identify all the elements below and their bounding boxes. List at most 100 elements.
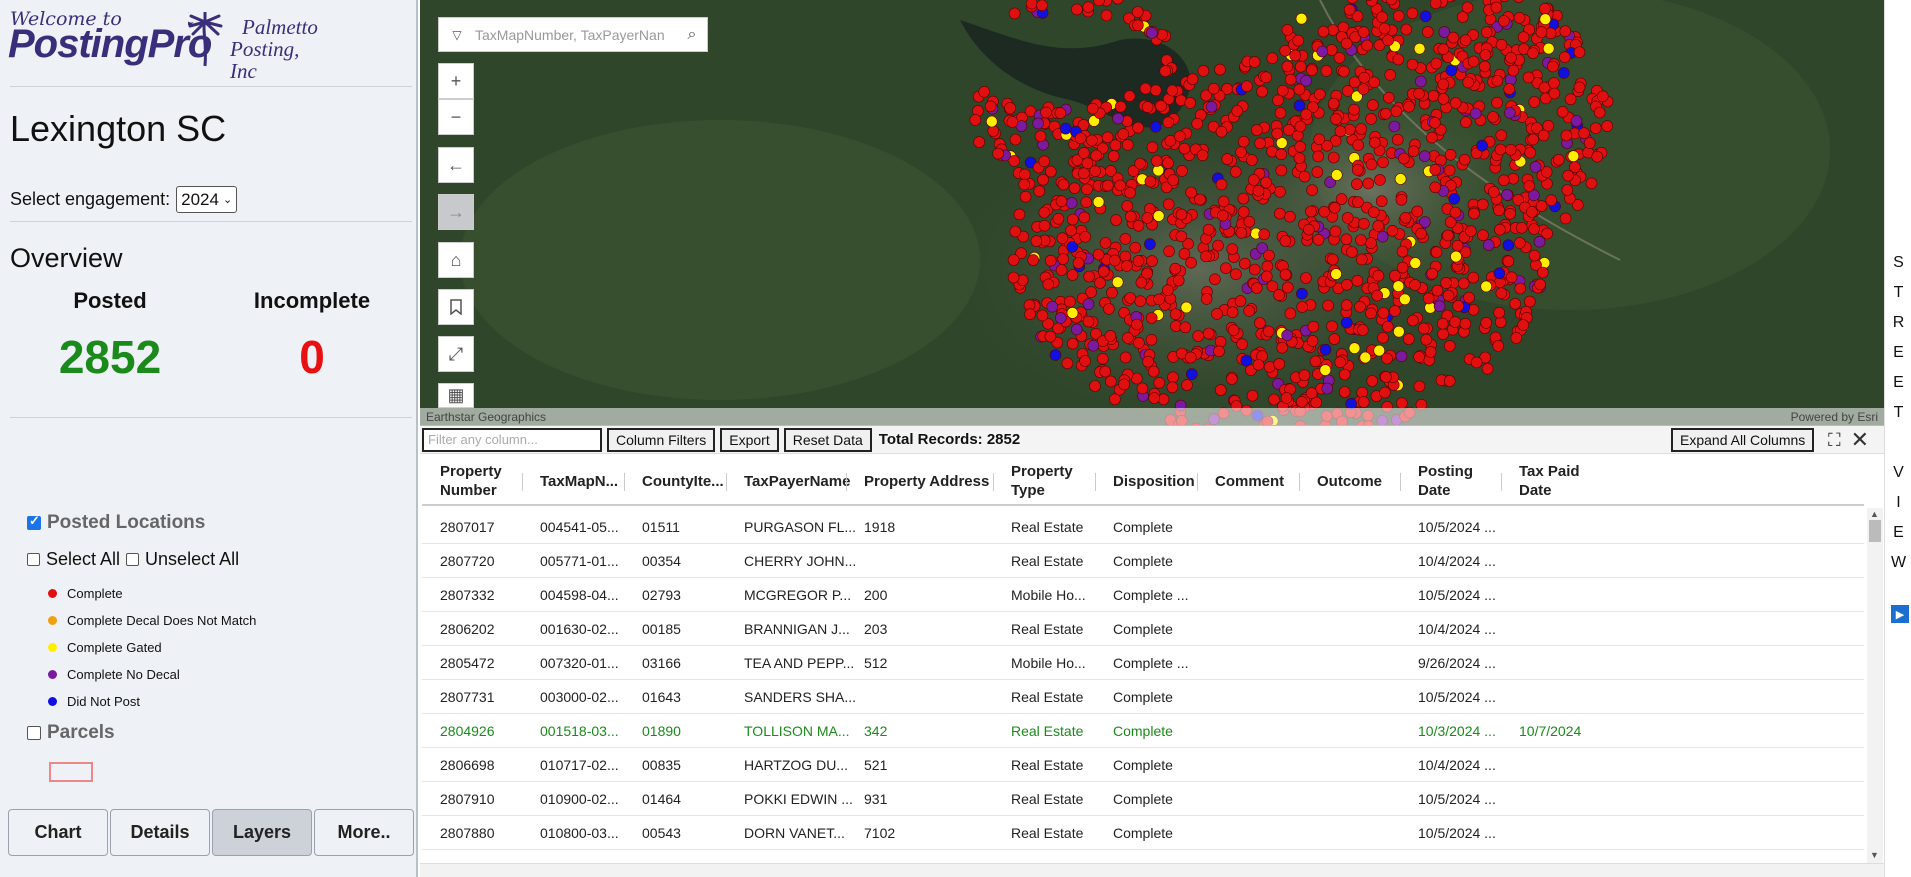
posted-location-marker[interactable] (1112, 0, 1124, 5)
posted-location-marker[interactable] (1389, 269, 1401, 282)
posted-location-marker[interactable] (1033, 185, 1046, 197)
posted-location-marker[interactable] (1495, 287, 1508, 300)
posted-location-marker[interactable] (1312, 234, 1325, 246)
posted-location-marker[interactable] (1057, 178, 1070, 191)
posted-location-marker[interactable] (1159, 65, 1172, 77)
posted-location-marker[interactable] (1318, 206, 1331, 218)
posted-location-marker[interactable] (1057, 253, 1070, 265)
posted-location-marker[interactable] (1396, 261, 1409, 274)
posted-location-marker[interactable] (1284, 307, 1297, 320)
posted-location-marker[interactable] (1403, 100, 1415, 113)
posted-location-marker[interactable] (1099, 365, 1112, 378)
posted-location-marker[interactable] (1476, 139, 1488, 152)
posted-location-marker[interactable] (1407, 314, 1419, 327)
posted-location-marker[interactable] (1281, 24, 1294, 36)
posted-location-marker[interactable] (1513, 11, 1526, 24)
posted-location-marker[interactable] (1268, 393, 1280, 406)
posted-location-marker[interactable] (1104, 375, 1117, 388)
posted-location-marker[interactable] (1146, 27, 1158, 39)
posted-location-marker[interactable] (1501, 189, 1513, 201)
posted-location-marker[interactable] (1419, 216, 1431, 228)
posted-location-marker[interactable] (1394, 173, 1407, 185)
column-header[interactable]: Comment (1197, 456, 1299, 506)
posted-location-marker[interactable] (1194, 193, 1206, 206)
posted-location-marker[interactable] (1260, 270, 1273, 283)
posted-location-marker[interactable] (1510, 332, 1523, 344)
posted-location-marker[interactable] (1392, 280, 1405, 293)
posted-location-marker[interactable] (1092, 248, 1105, 261)
posted-location-marker[interactable] (1494, 143, 1507, 156)
posted-location-marker[interactable] (1250, 124, 1263, 136)
posted-location-marker[interactable] (1365, 307, 1377, 320)
posted-location-marker[interactable] (1119, 351, 1132, 364)
column-header[interactable]: Outcome (1299, 456, 1400, 506)
posted-location-marker[interactable] (1220, 262, 1232, 275)
posted-location-marker[interactable] (1150, 155, 1163, 167)
search-icon[interactable]: ⌕ (687, 25, 697, 43)
posted-location-marker[interactable] (1477, 198, 1489, 211)
posted-location-marker[interactable] (1077, 167, 1090, 180)
posted-location-marker[interactable] (1081, 183, 1093, 196)
vertical-scrollbar[interactable]: ▲ ▼ (1867, 508, 1883, 863)
posted-location-marker[interactable] (1505, 51, 1517, 64)
posted-location-marker[interactable] (1504, 107, 1516, 119)
posted-location-marker[interactable] (1192, 330, 1205, 342)
tab-details[interactable]: Details (110, 809, 210, 856)
posted-location-marker[interactable] (1214, 335, 1227, 348)
posted-location-marker[interactable] (1024, 308, 1036, 321)
posted-location-marker[interactable] (1096, 352, 1109, 365)
posted-location-marker[interactable] (1027, 254, 1040, 266)
posted-location-marker[interactable] (1066, 307, 1079, 319)
posted-location-marker[interactable] (1036, 309, 1049, 322)
posted-location-marker[interactable] (1266, 280, 1279, 293)
posted-location-marker[interactable] (1185, 256, 1197, 269)
posted-location-marker[interactable] (1422, 292, 1435, 305)
posted-location-marker[interactable] (1386, 225, 1399, 237)
posted-location-marker[interactable] (1524, 295, 1536, 308)
posted-location-marker[interactable] (1505, 271, 1518, 284)
posted-location-marker[interactable] (1072, 257, 1085, 269)
column-separator[interactable] (1299, 473, 1300, 491)
posted-location-marker[interactable] (1271, 127, 1284, 140)
posted-location-marker[interactable] (1498, 174, 1510, 187)
posted-location-marker[interactable] (1514, 282, 1526, 295)
posted-location-marker[interactable] (1467, 271, 1480, 284)
posted-location-marker[interactable] (1490, 1, 1503, 14)
posted-location-marker[interactable] (1236, 338, 1248, 351)
posted-location-marker[interactable] (1124, 187, 1136, 199)
posted-location-marker[interactable] (1046, 300, 1059, 313)
posted-location-marker[interactable] (1342, 85, 1354, 97)
posted-location-marker[interactable] (1356, 386, 1369, 399)
scroll-down-icon[interactable]: ▼ (1870, 850, 1879, 860)
posted-location-marker[interactable] (1141, 212, 1154, 224)
posted-location-marker[interactable] (1379, 108, 1392, 120)
posted-location-marker[interactable] (1238, 257, 1251, 270)
posted-location-marker[interactable] (1274, 107, 1287, 119)
posted-location-marker[interactable] (1300, 108, 1313, 121)
posted-location-marker[interactable] (1092, 196, 1105, 208)
posted-location-marker[interactable] (1240, 354, 1253, 367)
posted-location-marker[interactable] (1436, 317, 1449, 330)
posted-location-marker[interactable] (1585, 177, 1598, 190)
posted-location-marker[interactable] (1305, 205, 1317, 218)
posted-location-marker[interactable] (1427, 90, 1440, 102)
posted-location-marker[interactable] (1443, 375, 1456, 387)
posted-location-marker[interactable] (1147, 365, 1160, 378)
posted-location-marker[interactable] (1507, 64, 1520, 77)
posted-location-marker[interactable] (1131, 6, 1144, 18)
posted-location-marker[interactable] (1548, 87, 1561, 100)
posted-location-marker[interactable] (1540, 166, 1553, 178)
posted-location-marker[interactable] (1429, 0, 1442, 10)
posted-location-marker[interactable] (1333, 51, 1346, 64)
posted-location-marker[interactable] (1494, 223, 1506, 236)
posted-location-marker[interactable] (1254, 137, 1266, 150)
posted-location-marker[interactable] (1089, 165, 1102, 177)
column-separator[interactable] (1197, 473, 1198, 491)
engagement-select[interactable]: 2024 ⌄ (176, 186, 238, 213)
posted-location-marker[interactable] (1103, 303, 1115, 315)
posted-location-marker[interactable] (1263, 249, 1275, 262)
posted-location-marker[interactable] (1172, 274, 1185, 287)
posted-location-marker[interactable] (1136, 382, 1149, 395)
posted-location-marker[interactable] (1392, 10, 1405, 22)
posted-location-marker[interactable] (1250, 282, 1263, 294)
